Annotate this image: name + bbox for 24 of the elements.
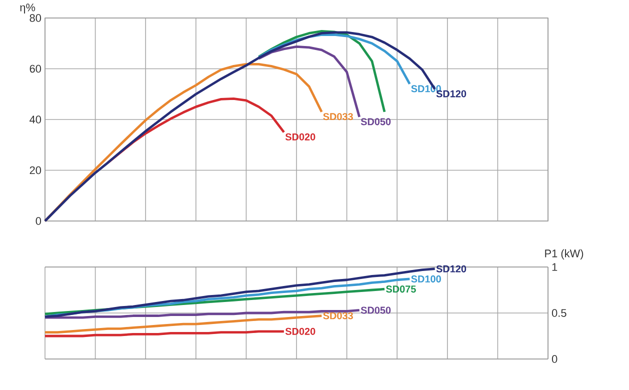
- series-label: SD100: [411, 275, 441, 282]
- y-tick-label: 0.5: [552, 309, 566, 317]
- y-axis-title: P1 (kW): [545, 249, 584, 260]
- series-label: SD033: [323, 113, 353, 120]
- series-label: SD075: [386, 286, 416, 293]
- line-series: [258, 45, 361, 118]
- series-label: SD033: [323, 312, 353, 320]
- y-tick-label: 20: [30, 166, 42, 174]
- y-tick-label: 0: [36, 217, 42, 225]
- series-label: SD120: [436, 265, 466, 272]
- y-tick-label: 0: [552, 355, 558, 363]
- line-series: [258, 34, 411, 86]
- series-label: SD120: [436, 90, 466, 98]
- line-series: [44, 62, 323, 222]
- series-label: SD020: [285, 328, 316, 335]
- y-tick-label: 60: [30, 64, 42, 73]
- series-label: SD020: [285, 133, 316, 140]
- y-tick-label: 1: [552, 263, 558, 271]
- series-label: SD050: [360, 118, 391, 126]
- line-series: [258, 30, 386, 114]
- y-tick-label: 40: [30, 116, 42, 124]
- series-label: SD050: [360, 306, 391, 314]
- y-tick-label: 80: [30, 14, 42, 22]
- y-axis-title: η%: [20, 4, 36, 14]
